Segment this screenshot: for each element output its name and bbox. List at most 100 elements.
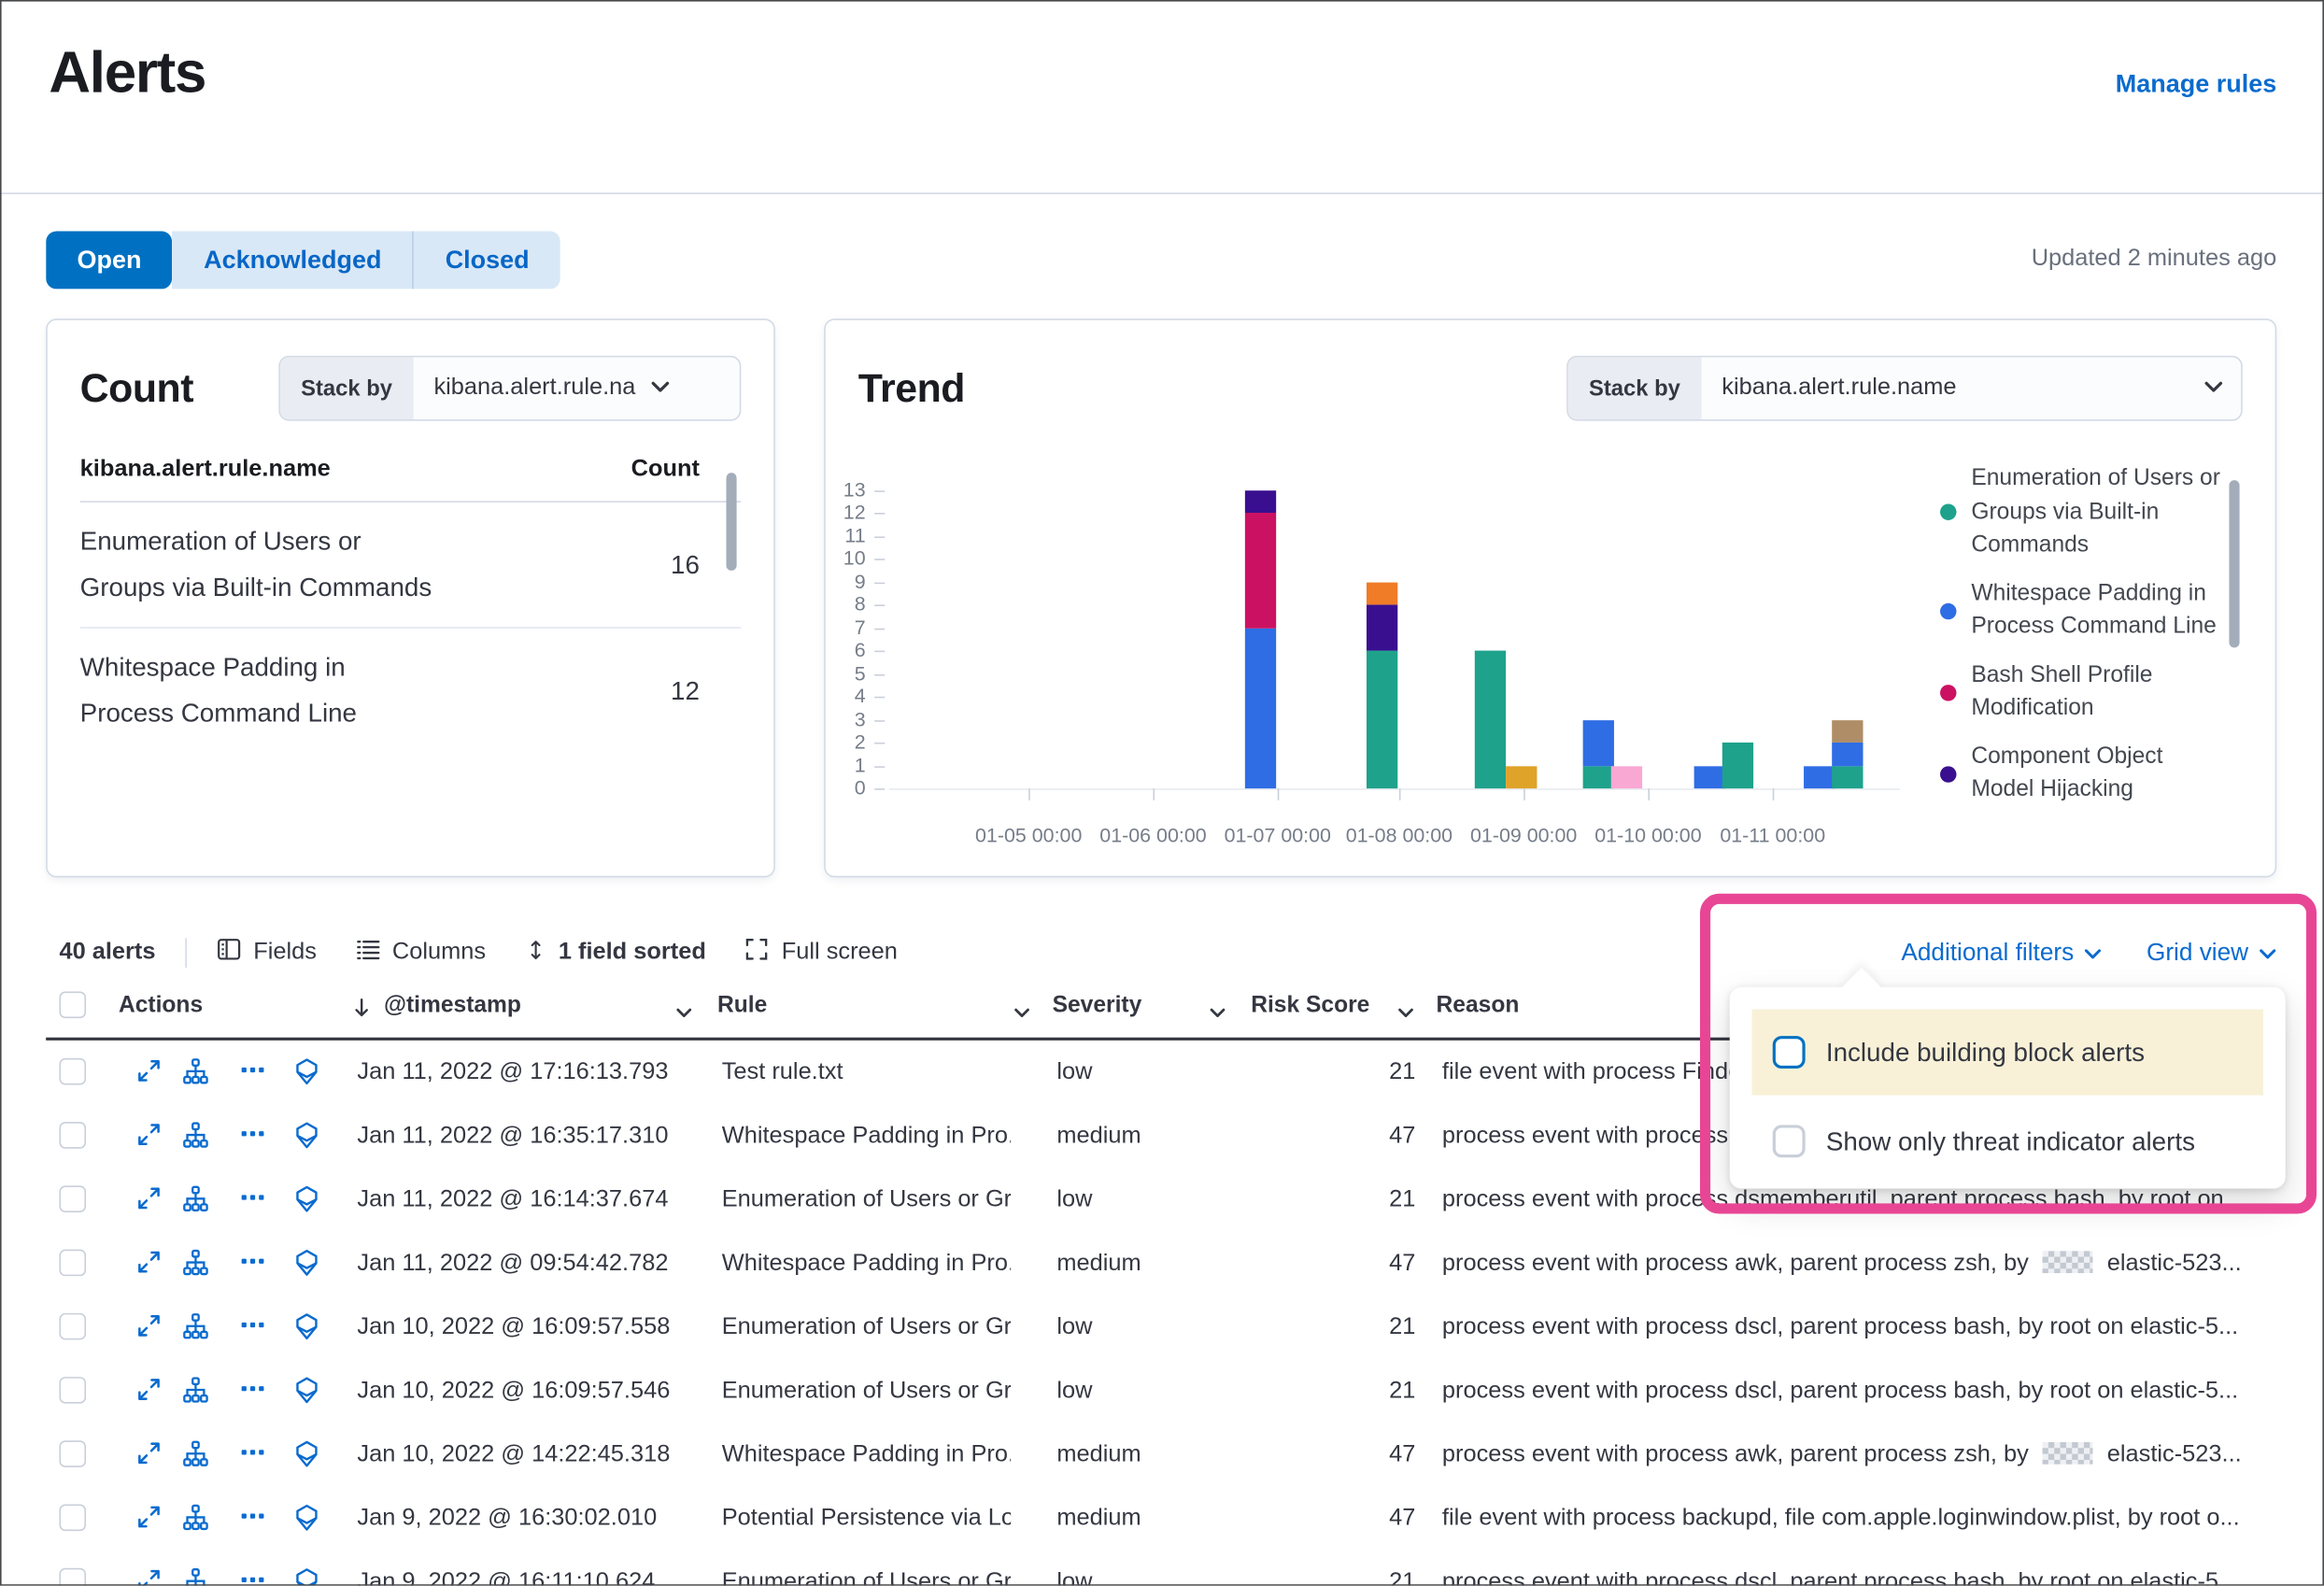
cell-rule[interactable]: Test rule.txt — [721, 1058, 843, 1084]
event-renderer-icon[interactable] — [293, 1377, 320, 1410]
analyze-event-icon[interactable] — [182, 1185, 209, 1219]
column-header-timestamp[interactable]: @timestamp — [383, 993, 521, 1019]
columns-button[interactable]: Columns — [355, 937, 486, 970]
more-actions-icon[interactable] — [238, 1185, 266, 1216]
legend-item[interactable]: Enumeration of Users or Groups via Built… — [1940, 462, 2244, 562]
row-checkbox[interactable] — [59, 1249, 87, 1277]
filter-checkbox[interactable] — [1772, 1125, 1806, 1158]
legend-item[interactable]: Whitespace Padding in Process Command Li… — [1940, 577, 2244, 644]
cell-rule[interactable]: Whitespace Padding in Pro... — [721, 1441, 1012, 1467]
analyze-event-icon[interactable] — [182, 1313, 209, 1347]
filter-option-threat-indicator[interactable]: Show only threat indicator alerts — [1752, 1109, 2263, 1174]
analyze-event-icon[interactable] — [182, 1504, 209, 1538]
analyze-event-icon[interactable] — [182, 1122, 209, 1155]
expand-alert-icon[interactable] — [136, 1058, 162, 1091]
expand-alert-icon[interactable] — [136, 1377, 162, 1409]
column-actions-chevron-icon[interactable] — [1013, 998, 1029, 1026]
row-checkbox[interactable] — [59, 1057, 87, 1085]
count-table-field-header[interactable]: kibana.alert.rule.name — [79, 456, 331, 482]
cell-rule[interactable]: Whitespace Padding in Pro... — [721, 1122, 1012, 1148]
row-checkbox[interactable] — [59, 1377, 87, 1404]
manage-rules-link[interactable]: Manage rules — [2115, 69, 2277, 98]
cell-reason[interactable]: process event with process dscl, parent … — [1441, 1313, 2239, 1339]
tab-closed[interactable]: Closed — [412, 231, 560, 290]
row-checkbox[interactable] — [59, 1122, 87, 1149]
row-checkbox[interactable] — [59, 1185, 87, 1212]
analyze-event-icon[interactable] — [182, 1377, 209, 1410]
event-renderer-icon[interactable] — [293, 1440, 320, 1474]
cell-reason[interactable]: process event with process awk, parent p… — [1441, 1441, 2242, 1467]
cell-reason[interactable]: process event with process awk, parent p… — [1441, 1250, 2242, 1276]
column-header-reason[interactable]: Reason — [1436, 993, 1520, 1019]
event-renderer-icon[interactable] — [293, 1504, 320, 1538]
count-table-count-header[interactable]: Count — [631, 456, 700, 482]
count-scrollbar[interactable] — [726, 473, 737, 571]
cell-rule[interactable]: Enumeration of Users or Gr... — [721, 1377, 1012, 1403]
cell-rule[interactable]: Whitespace Padding in Pro... — [721, 1250, 1012, 1276]
cell-reason[interactable]: process event with process dscl, parent … — [1441, 1377, 2239, 1403]
select-all-checkbox[interactable] — [59, 991, 87, 1019]
row-checkbox[interactable] — [59, 1440, 87, 1467]
filter-checkbox[interactable] — [1772, 1036, 1806, 1069]
event-renderer-icon[interactable] — [293, 1250, 320, 1283]
expand-alert-icon[interactable] — [136, 1122, 162, 1154]
column-actions-chevron-icon[interactable] — [1397, 998, 1413, 1026]
filter-option-building-block[interactable]: Include building block alerts — [1751, 1009, 2263, 1096]
column-header-riskscore[interactable]: Risk Score — [1251, 993, 1370, 1019]
expand-alert-icon[interactable] — [136, 1568, 162, 1586]
cell-reason[interactable]: process event with process dscl, parent … — [1441, 1568, 2239, 1586]
cell-rule[interactable]: Enumeration of Users or Gr... — [721, 1568, 1012, 1586]
column-header-severity[interactable]: Severity — [1052, 993, 1142, 1019]
more-actions-icon[interactable] — [238, 1122, 266, 1153]
event-renderer-icon[interactable] — [293, 1058, 320, 1092]
more-actions-icon[interactable] — [238, 1568, 266, 1586]
expand-alert-icon[interactable] — [136, 1505, 162, 1537]
count-stack-by-select[interactable]: Stack by kibana.alert.rule.na — [278, 355, 742, 421]
analyze-event-icon[interactable] — [182, 1568, 209, 1586]
expand-alert-icon[interactable] — [136, 1440, 162, 1473]
column-header-actions[interactable]: Actions — [118, 993, 204, 1019]
more-actions-icon[interactable] — [238, 1313, 266, 1344]
tab-open[interactable]: Open — [46, 231, 173, 290]
column-actions-chevron-icon[interactable] — [676, 998, 692, 1026]
cell-rule[interactable]: Enumeration of Users or Gr... — [721, 1313, 1012, 1339]
cell-reason[interactable]: file event with process backupd, file co… — [1441, 1505, 2240, 1531]
cell-rule[interactable]: Enumeration of Users or Gr... — [721, 1186, 1012, 1212]
column-actions-chevron-icon[interactable] — [1210, 998, 1226, 1026]
count-table-row[interactable]: Whitespace Padding in Process Command Li… — [80, 629, 742, 753]
row-checkbox[interactable] — [59, 1567, 87, 1586]
more-actions-icon[interactable] — [238, 1250, 266, 1281]
analyze-event-icon[interactable] — [182, 1249, 209, 1283]
fullscreen-button[interactable]: Full screen — [744, 937, 898, 970]
more-actions-icon[interactable] — [238, 1377, 266, 1408]
row-checkbox[interactable] — [59, 1504, 87, 1532]
additional-filters-button[interactable]: Additional filters — [1901, 939, 2102, 967]
expand-alert-icon[interactable] — [136, 1185, 162, 1218]
expand-alert-icon[interactable] — [136, 1313, 162, 1346]
event-renderer-icon[interactable] — [293, 1313, 320, 1347]
event-renderer-icon[interactable] — [293, 1568, 320, 1586]
grid-view-button[interactable]: Grid view — [2147, 939, 2276, 967]
cell-reason[interactable]: process event with process dsmemberutil,… — [1441, 1186, 2250, 1212]
tab-acknowledged[interactable]: Acknowledged — [172, 231, 413, 290]
event-renderer-icon[interactable] — [293, 1185, 320, 1219]
analyze-event-icon[interactable] — [182, 1058, 209, 1092]
cell-rule[interactable]: Potential Persistence via Lo... — [721, 1505, 1012, 1531]
analyze-event-icon[interactable] — [182, 1440, 209, 1474]
more-actions-icon[interactable] — [238, 1440, 266, 1471]
legend-item[interactable]: Component Object Model Hijacking — [1940, 741, 2244, 807]
cell-reason[interactable]: file event with process Finde — [1441, 1058, 1742, 1084]
row-checkbox[interactable] — [59, 1312, 87, 1340]
event-renderer-icon[interactable] — [293, 1122, 320, 1155]
sort-fields-button[interactable]: 1 field sorted — [524, 938, 706, 969]
cell-reason[interactable]: process event with process — [1441, 1122, 1729, 1148]
fields-button[interactable]: Fields — [217, 937, 317, 970]
legend-item[interactable]: Bash Shell Profile Modification — [1940, 658, 2244, 725]
expand-alert-icon[interactable] — [136, 1250, 162, 1282]
column-header-rule[interactable]: Rule — [716, 993, 768, 1019]
more-actions-icon[interactable] — [238, 1505, 266, 1536]
legend-scrollbar[interactable] — [2229, 480, 2240, 648]
more-actions-icon[interactable] — [238, 1058, 266, 1089]
count-table-row[interactable]: Enumeration of Users or Groups via Built… — [79, 503, 742, 629]
trend-stack-by-select[interactable]: Stack by kibana.alert.rule.name — [1566, 355, 2243, 421]
